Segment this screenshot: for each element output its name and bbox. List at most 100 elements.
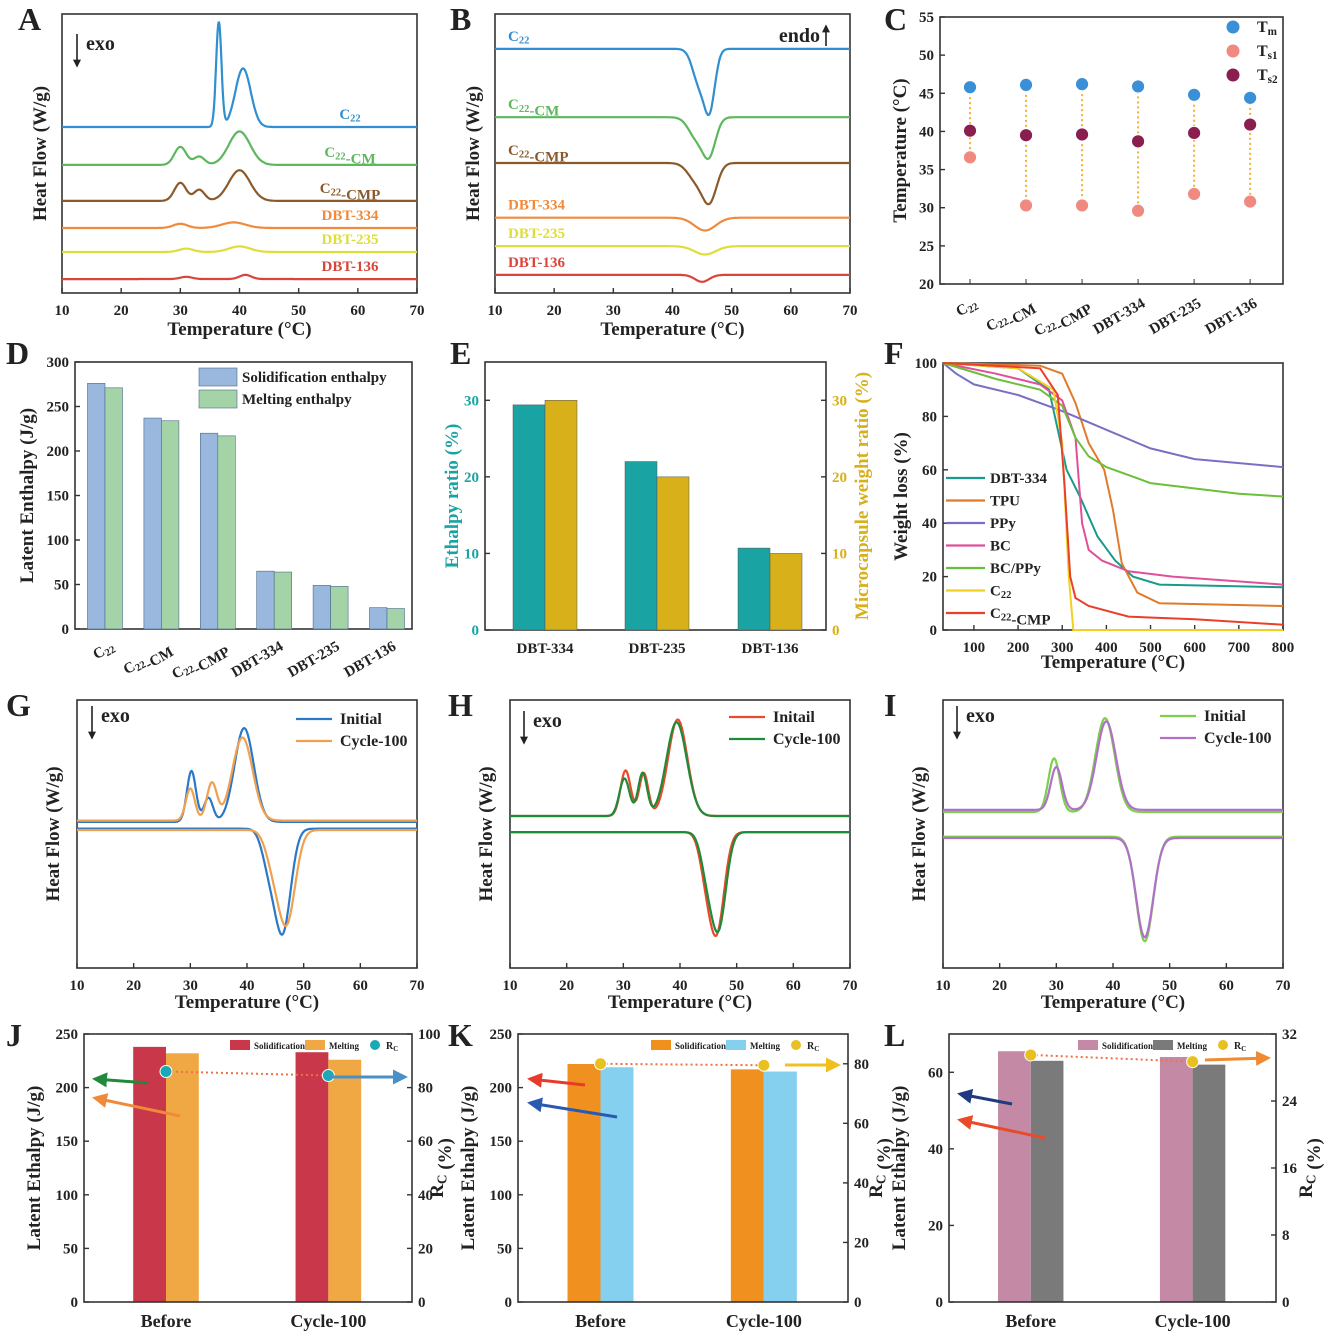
x-tick-label: 70 xyxy=(1276,978,1291,994)
legend-swatch xyxy=(726,1040,746,1050)
panel-B: B C22 C22-CM C22-CMP DBT-334 DBT-235 DBT-136 10… xyxy=(450,1,858,340)
x-tick-label: 200 xyxy=(1007,640,1030,656)
bar-solidification xyxy=(369,607,388,630)
legend-label: Ts2 xyxy=(1257,67,1278,86)
y-tick-label: 60 xyxy=(922,463,937,479)
curve-Cycle-100-heating xyxy=(510,831,850,934)
x-tick-label: 300 xyxy=(1051,640,1074,656)
panel-letter: C xyxy=(884,1,907,37)
rc-connector xyxy=(165,1070,329,1077)
x-tick-label: C22 xyxy=(954,296,981,322)
x-tick-label: DBT-136 xyxy=(342,638,400,681)
bar-solidification xyxy=(998,1051,1031,1302)
y-axis-title: Temperature (°C) xyxy=(890,78,911,222)
y-tick-label: 150 xyxy=(490,1134,513,1150)
annotation-exo: exo xyxy=(533,710,562,732)
y-tick-label: 20 xyxy=(418,1241,433,1257)
x-tick-label: DBT-235 xyxy=(1147,296,1204,338)
x-tick-label: 100 xyxy=(963,640,986,656)
curve-C22-CM xyxy=(62,130,417,166)
y-tick-label: 40 xyxy=(922,516,937,532)
panel-H: H Initail Cycle-100 10 20 30 40 50 60 70 Temperatu… xyxy=(448,687,858,1013)
curve-DBT-334 xyxy=(495,216,850,232)
point-Ts2 xyxy=(1243,117,1258,132)
legend-label: Melting xyxy=(1177,1041,1207,1051)
arrow-left-icon xyxy=(957,1088,1013,1106)
panel-letter: K xyxy=(448,1017,473,1053)
x-tick-label: 600 xyxy=(1183,640,1206,656)
legend-swatch xyxy=(651,1040,671,1050)
legend-label: Initial xyxy=(1204,708,1246,725)
x-tick-label: 70 xyxy=(410,303,425,319)
y-axis-title-right: RC (%) xyxy=(866,1138,895,1198)
x-tick-label: C22-CMP xyxy=(1032,296,1096,346)
curve-DBT-235 xyxy=(495,245,850,256)
legend-label: Melting enthalpy xyxy=(242,392,352,408)
annotation-exo: exo xyxy=(966,705,995,727)
legend-marker xyxy=(1226,20,1240,34)
x-tick-label: 60 xyxy=(786,978,801,994)
curve-label: C22-CM xyxy=(324,145,375,167)
annotation-endo: endo xyxy=(779,25,820,47)
panel-letter: A xyxy=(18,1,41,37)
x-tick-label: 70 xyxy=(410,978,425,994)
x-tick-label: 70 xyxy=(843,303,858,319)
curve-TPU xyxy=(942,362,1284,607)
bar-melting xyxy=(328,1059,362,1302)
legend-label: Initial xyxy=(340,711,382,728)
legend-label: DBT-334 xyxy=(990,471,1047,487)
y-tick-label: 80 xyxy=(854,1057,869,1073)
x-tick-label: 20 xyxy=(126,978,141,994)
curve-label: DBT-136 xyxy=(322,259,379,275)
bar-solidification xyxy=(87,383,106,630)
x-tick-label: Cycle-100 xyxy=(290,1311,366,1331)
x-tick-label: DBT-235 xyxy=(285,639,342,681)
rc-connector xyxy=(600,1062,764,1067)
curve-C22-CMP xyxy=(495,161,850,206)
curve-Cycle-100-cooling xyxy=(943,720,1283,811)
legend-label: Solidification xyxy=(254,1041,305,1051)
legend-swatch xyxy=(198,389,238,409)
curve-label: C22 xyxy=(339,107,360,125)
curve-BC xyxy=(942,362,1284,586)
y-tick-label: 150 xyxy=(47,489,70,505)
y-tick-label: 0 xyxy=(936,1295,944,1311)
legend-label: BC/PPy xyxy=(990,561,1041,577)
arrow-left-icon xyxy=(527,1072,586,1088)
x-axis-title: Temperature (°C) xyxy=(1041,652,1185,673)
x-tick-label: 40 xyxy=(665,303,680,319)
panel-I: I Initial Cycle-100 10 20 30 40 50 60 70 Temperatu… xyxy=(884,687,1291,1013)
x-tick-label: 50 xyxy=(724,303,739,319)
y-tick-label: 300 xyxy=(47,355,70,371)
y-tick-label: 50 xyxy=(497,1241,512,1257)
x-tick-label: 60 xyxy=(1219,978,1234,994)
plot-frame xyxy=(517,1033,849,1303)
legend-label: Solidification xyxy=(675,1041,726,1051)
y-tick-label: 32 xyxy=(1282,1027,1297,1043)
y-axis-title: Latent Ethalpy (J/g) xyxy=(889,1086,910,1251)
curve-DBT-334 xyxy=(62,221,417,230)
curve-C22 xyxy=(495,47,850,116)
y-tick-label: 0 xyxy=(854,1295,862,1311)
y-tick-label: 100 xyxy=(490,1188,513,1204)
y-tick-label: 20 xyxy=(922,570,937,586)
point-Tm xyxy=(1019,77,1033,92)
y-tick-label: 100 xyxy=(915,356,938,372)
point-Ts1 xyxy=(963,150,977,165)
rc-point xyxy=(757,1058,771,1072)
curve-PPy xyxy=(942,362,1284,469)
x-axis-title: Temperature (°C) xyxy=(167,319,311,340)
curve-C22-CM xyxy=(495,116,850,160)
panel-letter: I xyxy=(884,687,896,723)
panel-G: G Initial Cycle-100 10 20 30 40 50 60 70 Temperatu… xyxy=(6,687,425,1013)
y-tick-label: 80 xyxy=(922,409,937,425)
y-tick-label: 0 xyxy=(832,623,840,639)
annotation-exo: exo xyxy=(101,705,130,727)
legend-label: Initail xyxy=(773,709,815,726)
x-tick-label: C22-CM xyxy=(121,639,177,684)
panel-K: K Before Cycle-100 0 50 100 150 200 250 0 20 40 60 80… xyxy=(448,1017,895,1331)
x-tick-label: 20 xyxy=(559,978,574,994)
bar-melting xyxy=(386,608,405,630)
point-Tm xyxy=(1187,87,1202,102)
